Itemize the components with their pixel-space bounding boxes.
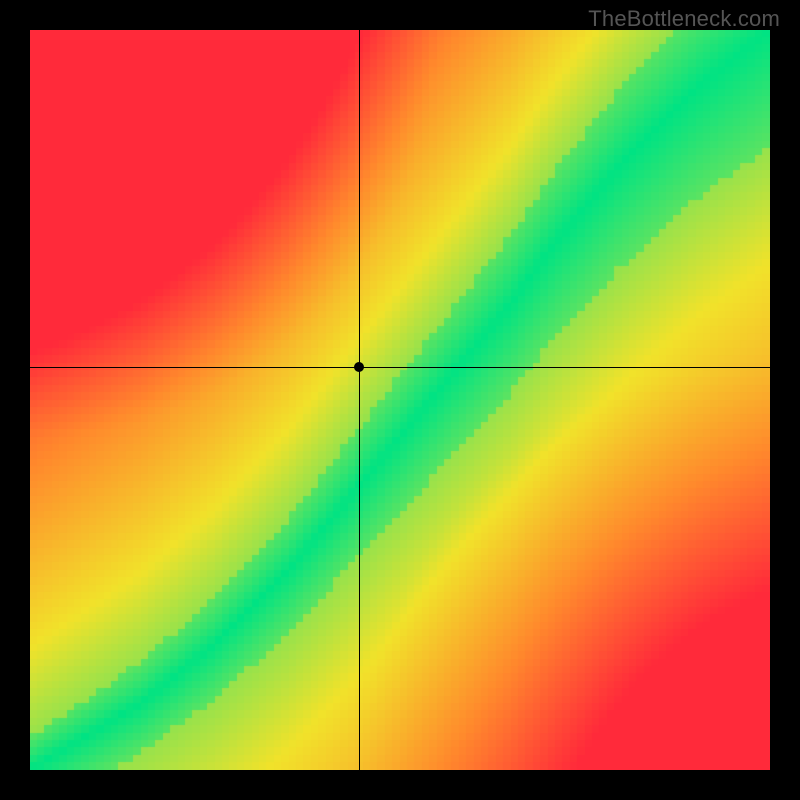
crosshair-horizontal: [30, 367, 770, 368]
crosshair-vertical: [359, 30, 360, 770]
crosshair-marker: [354, 362, 364, 372]
watermark-text: TheBottleneck.com: [588, 6, 780, 32]
chart-container: TheBottleneck.com: [0, 0, 800, 800]
heatmap-canvas: [30, 30, 770, 770]
plot-region: [30, 30, 770, 770]
